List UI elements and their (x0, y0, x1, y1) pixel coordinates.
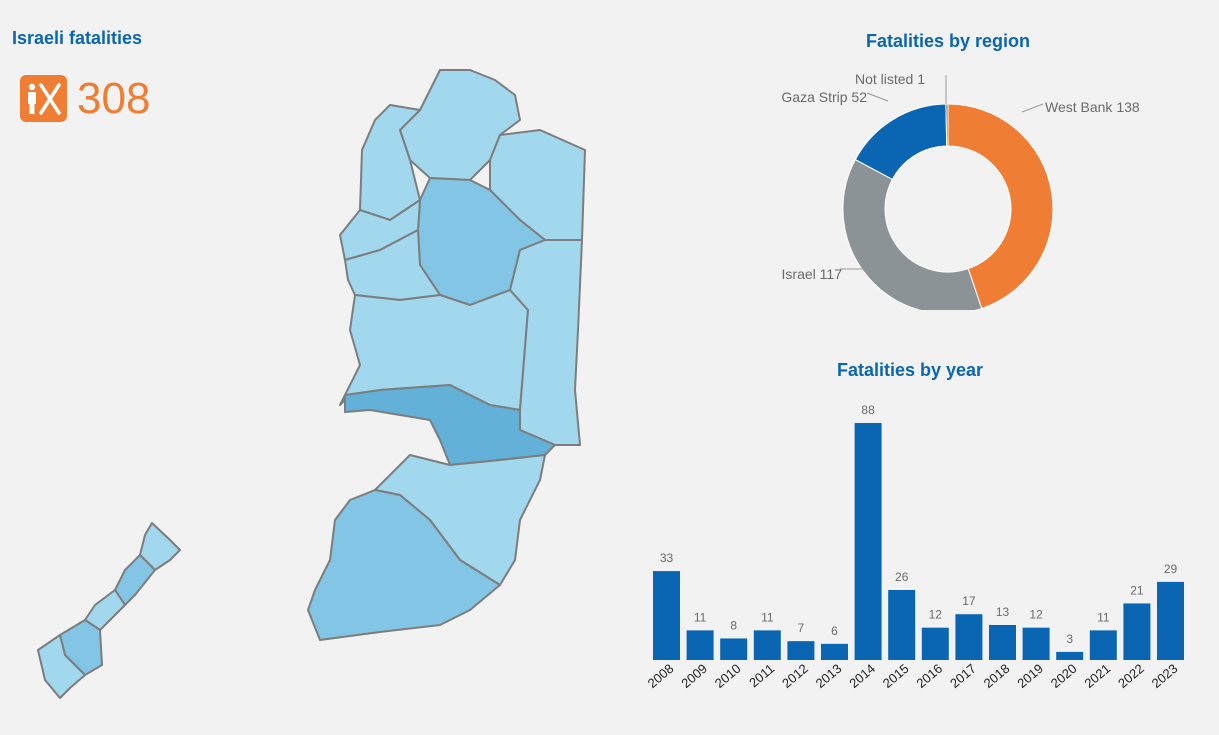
map-region-rafah (37, 634, 86, 699)
bar-category-2019: 2019 (1014, 661, 1046, 691)
donut-label-israel: Israel 117 (782, 266, 843, 282)
bar-category-2009: 2009 (678, 661, 710, 691)
donut-leader-west-bank (1021, 103, 1044, 113)
donut-label-west-bank: West Bank 138 (1045, 99, 1140, 115)
bar-value-2021: 11 (1097, 610, 1110, 624)
total-fatalities-kpi: 308 (20, 75, 150, 122)
bar-category-2016: 2016 (913, 661, 945, 691)
donut-leader-gaza-strip (866, 92, 889, 102)
bar-2020 (1056, 651, 1084, 660)
donut-slice-not-listed (945, 103, 949, 147)
bar-category-2021: 2021 (1081, 661, 1113, 691)
bar-value-2015: 26 (895, 570, 909, 584)
bar-value-2011: 11 (761, 610, 774, 624)
bar-category-2017: 2017 (947, 661, 979, 691)
person-x-icon (20, 75, 67, 122)
bar-category-2018: 2018 (981, 661, 1013, 691)
bar-value-2009: 11 (694, 610, 707, 624)
bar-2015 (888, 589, 916, 660)
bar-value-2018: 13 (996, 605, 1010, 619)
bar-value-2017: 17 (962, 594, 976, 608)
region-chart-title: Fatalities by region (865, 31, 1031, 51)
bar-value-2010: 8 (730, 618, 737, 632)
bar-2008 (653, 571, 680, 660)
bar-category-2020: 2020 (1048, 661, 1080, 691)
bar-value-2022: 21 (1130, 583, 1144, 597)
bar-value-2020: 3 (1066, 632, 1073, 646)
bar-2022 (1123, 603, 1151, 660)
bar-value-2008: 33 (660, 551, 674, 565)
bar-category-2011: 2011 (746, 661, 777, 690)
bar-2018 (989, 624, 1016, 660)
donut-label-gaza-strip: Gaza Strip 52 (781, 89, 867, 105)
map-region-north-gaza (139, 522, 181, 571)
bar-2009 (686, 630, 714, 660)
donut-label-not-listed: Not listed 1 (855, 71, 925, 87)
map-region-hebron (307, 489, 501, 641)
donut-slice-israel (842, 158, 983, 310)
bar-value-2016: 12 (929, 608, 943, 622)
bar-2023 (1157, 581, 1184, 660)
bar-2013 (821, 643, 848, 660)
bar-category-2014: 2014 (846, 661, 878, 691)
bar-2010 (720, 638, 748, 660)
page-title: Israeli fatalities (12, 28, 143, 48)
bar-2011 (753, 630, 781, 660)
bar-category-2015: 2015 (880, 661, 912, 691)
bar-category-2012: 2012 (779, 661, 811, 691)
total-fatalities-value: 308 (77, 74, 151, 123)
donut-slice-west-bank (947, 103, 1054, 310)
region-donut-chart: West Bank 138 Israel 117 Gaza Strip 52 Not … (781, 71, 1140, 310)
bar-value-2014: 88 (861, 403, 875, 417)
bar-2016 (921, 627, 949, 660)
bar-category-2010: 2010 (712, 661, 744, 691)
map (37, 69, 586, 699)
bar-2012 (787, 641, 815, 660)
bar-category-2013: 2013 (813, 661, 845, 691)
year-chart-title: Fatalities by year (836, 360, 984, 380)
bar-value-2019: 12 (1029, 608, 1043, 622)
bar-2021 (1089, 630, 1117, 660)
bar-value-2013: 6 (831, 624, 838, 638)
bar-2019 (1022, 627, 1050, 660)
bar-2014 (854, 423, 882, 660)
year-bar-chart: 3320081120098201011201172012620138820142… (645, 403, 1184, 691)
bar-category-2022: 2022 (1115, 661, 1147, 691)
bar-2017 (955, 614, 983, 660)
bar-category-2008: 2008 (645, 661, 677, 691)
bar-value-2012: 7 (798, 621, 805, 635)
bar-category-2023: 2023 (1149, 661, 1181, 691)
bar-value-2023: 29 (1164, 562, 1178, 576)
